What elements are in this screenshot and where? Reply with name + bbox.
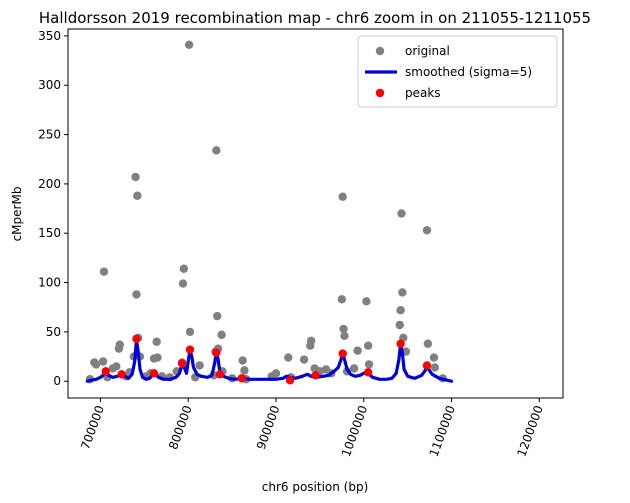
original-point: [362, 297, 371, 306]
original-point: [99, 267, 109, 276]
peak-point: [215, 370, 225, 379]
original-point: [91, 360, 101, 369]
x-axis-label: chr6 position (bp): [262, 480, 369, 494]
peak-point: [422, 361, 432, 370]
peak-point: [363, 368, 373, 377]
original-point: [429, 353, 439, 362]
original-point: [364, 360, 374, 369]
original-point: [271, 369, 281, 378]
original-point: [398, 288, 407, 297]
original-point: [217, 330, 226, 340]
peak-point: [132, 334, 141, 344]
peak-point: [396, 339, 405, 348]
original-point: [152, 337, 161, 346]
original-point: [422, 226, 432, 235]
peak-point: [177, 359, 187, 368]
peak-point: [101, 367, 110, 376]
original-point: [396, 305, 405, 315]
original-point: [339, 324, 348, 334]
original-point: [153, 353, 162, 362]
original-point: [299, 355, 309, 364]
original-point: [349, 364, 359, 373]
peak-point: [311, 371, 320, 380]
y-tick-label: 250: [38, 128, 61, 142]
y-axis-label: cMperMb: [10, 187, 24, 242]
legend-label: smoothed (sigma=5): [405, 65, 532, 79]
original-point: [353, 346, 362, 355]
original-point: [240, 366, 249, 375]
original-point: [337, 295, 347, 304]
peak-point: [185, 345, 195, 354]
original-point: [133, 191, 142, 200]
legend-dot-swatch: [375, 88, 385, 98]
peak-point: [338, 349, 347, 358]
original-point: [395, 320, 404, 330]
original-point: [184, 40, 194, 49]
y-tick-label: 150: [38, 226, 61, 240]
original-point: [238, 356, 247, 365]
original-point: [185, 327, 195, 337]
original-point: [131, 172, 140, 182]
peak-point: [149, 369, 159, 378]
y-tick-label: 100: [38, 276, 61, 290]
original-point: [363, 341, 373, 350]
legend-label: peaks: [405, 86, 441, 100]
y-tick-label: 50: [46, 325, 61, 339]
original-point: [132, 290, 141, 299]
original-point: [338, 192, 347, 201]
legend-box: [357, 35, 558, 108]
y-axis: 0 50 100 150 200 250 300 350: [38, 29, 68, 388]
y-tick-label: 0: [53, 374, 61, 388]
peak-point: [237, 374, 246, 383]
original-point: [397, 209, 406, 218]
original-point: [284, 353, 293, 362]
peak-point: [212, 348, 221, 357]
original-point: [112, 362, 121, 371]
peak-point: [117, 370, 126, 379]
y-tick-label: 200: [38, 177, 61, 191]
legend-label: original: [405, 44, 450, 58]
plot-area: [85, 40, 454, 385]
original-point: [430, 363, 440, 372]
original-point: [115, 340, 124, 349]
y-tick-label: 300: [38, 78, 61, 92]
y-tick-label: 350: [38, 29, 61, 43]
peak-point: [285, 376, 295, 385]
plot-frame: [67, 28, 564, 399]
original-point: [212, 146, 221, 155]
legend-dot-swatch: [375, 46, 385, 56]
original-point: [98, 357, 108, 366]
original-point: [213, 311, 222, 321]
chart-title: Halldorsson 2019 recombination map - chr…: [39, 9, 591, 27]
legend: original smoothed (sigma=5) peaks: [357, 35, 558, 108]
original-point: [178, 279, 188, 288]
original-point: [195, 361, 204, 370]
original-point: [340, 331, 349, 341]
original-point: [306, 336, 316, 345]
original-point: [179, 264, 189, 273]
original-point: [423, 339, 433, 348]
